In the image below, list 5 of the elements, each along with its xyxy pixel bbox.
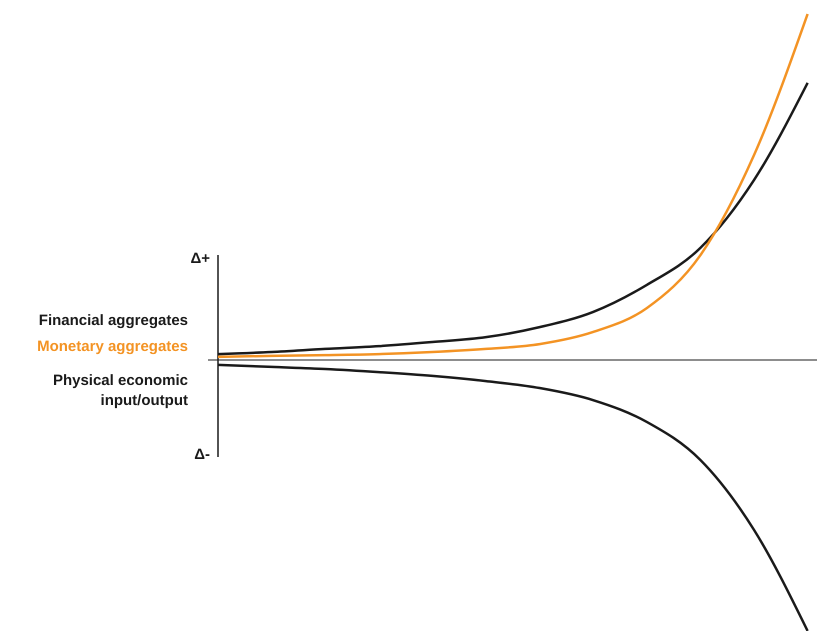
- annotation: Δ+: [190, 250, 210, 267]
- text: Physical economic input/output: [52, 372, 188, 409]
- text: Financial aggregates: [38, 312, 188, 329]
- annotation: Δ-: [194, 446, 210, 463]
- text: Monetary aggregates: [37, 338, 188, 355]
